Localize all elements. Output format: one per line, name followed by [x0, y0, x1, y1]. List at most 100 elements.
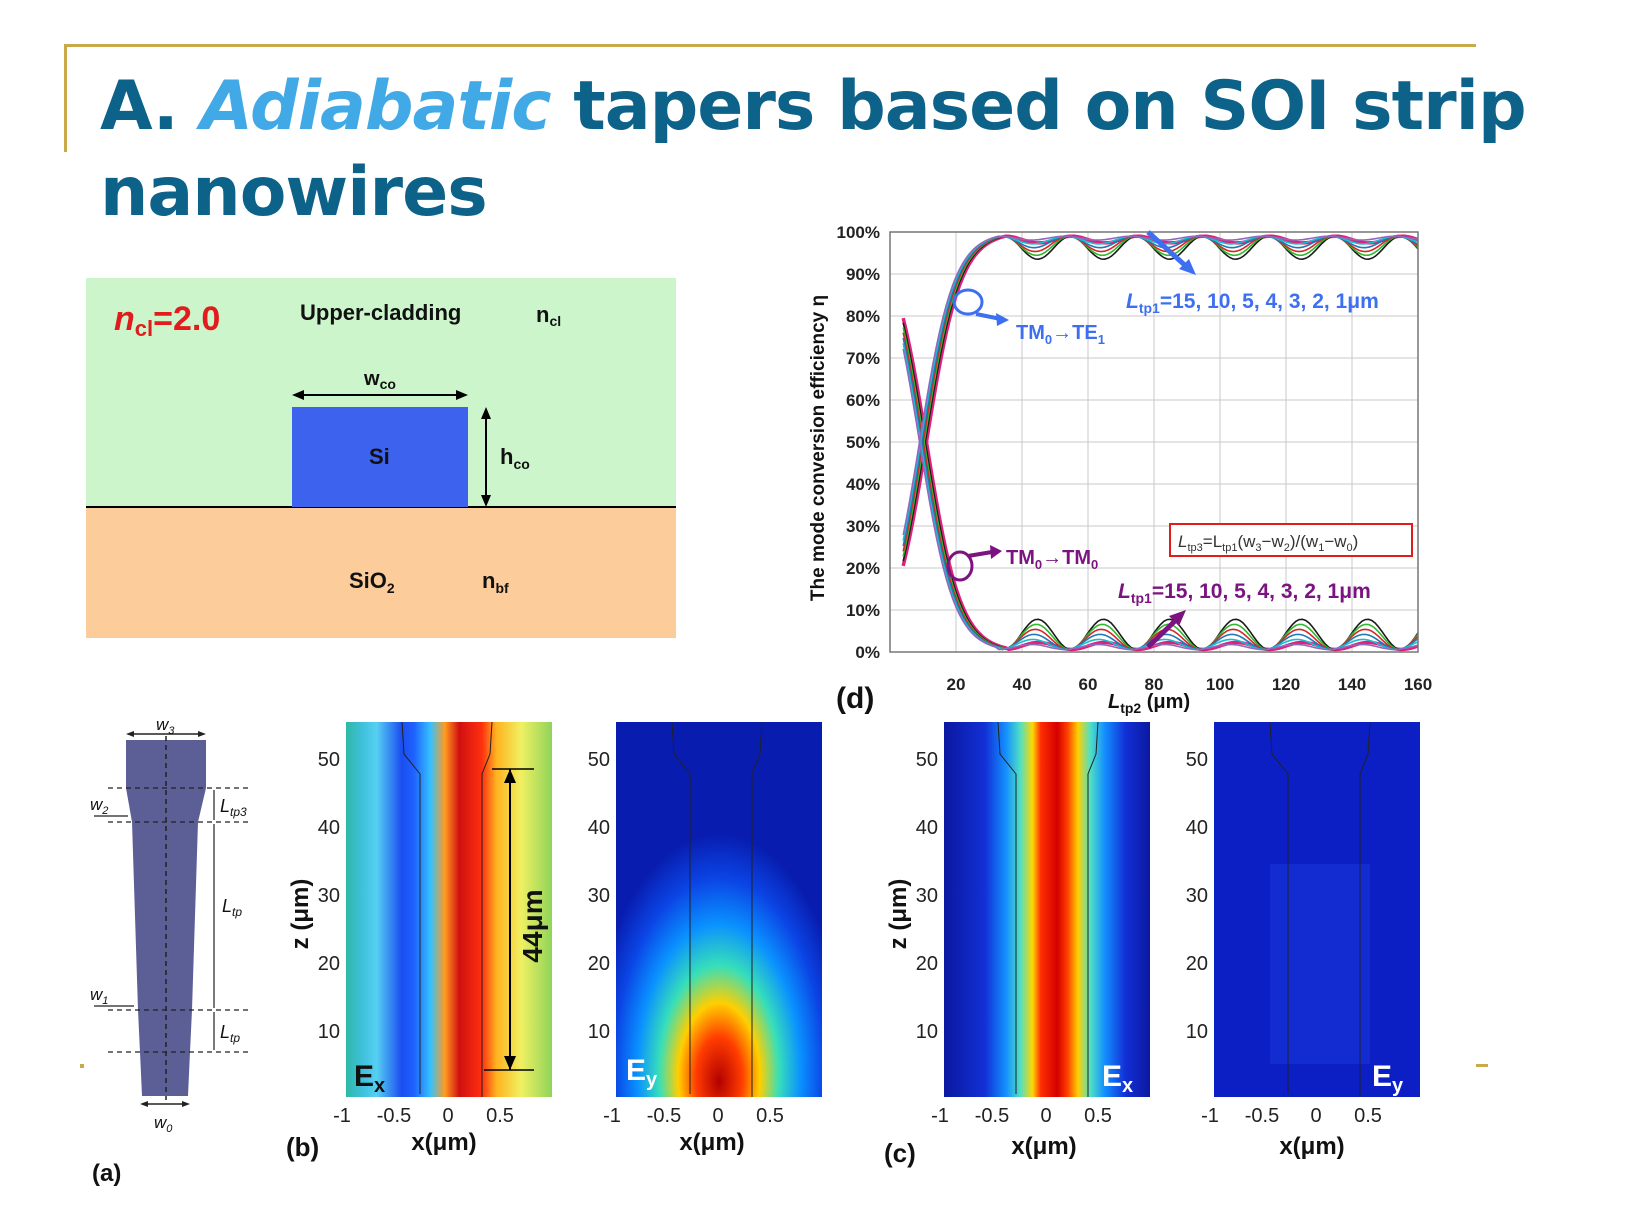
- b-ytick: 50: [318, 749, 340, 771]
- chart-ytick: 60%: [846, 391, 880, 410]
- chart-series-tm: [902, 343, 1419, 651]
- chart-ytick: 10%: [846, 601, 880, 620]
- c-ey-ytick: 50: [1186, 749, 1208, 771]
- te-mode-label: TM0→TE1: [1016, 322, 1105, 347]
- w0-label: w0: [154, 1113, 173, 1135]
- title-top-rule: [64, 44, 1476, 47]
- c-ey-xtick: -0.5: [1245, 1105, 1279, 1127]
- c-xtick: -0.5: [975, 1105, 1009, 1127]
- panel-b-ey-label: Ey: [626, 1054, 658, 1091]
- b-ey-xtick: -1: [603, 1105, 621, 1127]
- chart-series-te: [902, 235, 1419, 536]
- b-ey-xlabel: x(μm): [679, 1129, 744, 1156]
- b-ey-ytick: 30: [588, 885, 610, 907]
- c-ytick: 10: [916, 1021, 938, 1043]
- panel-c-ey-label: Ey: [1372, 1060, 1404, 1097]
- chart-xtick: 100: [1206, 675, 1234, 694]
- title-highlight: Adiabatic: [200, 67, 551, 146]
- slide-title: A. Adiabatic tapers based on SOI strip n…: [100, 64, 1550, 236]
- cross-section-diagram: ncl=2.0 Upper-cladding ncl wco Si hco Si…: [86, 278, 676, 638]
- chart-xtick: 140: [1338, 675, 1366, 694]
- wco-label: wco: [363, 368, 396, 392]
- panel-b-label: (b): [286, 1132, 319, 1162]
- w1-label: w1: [90, 985, 108, 1007]
- chart-xtick: 20: [947, 675, 966, 694]
- chart-ytick: 30%: [846, 517, 880, 536]
- substrate-label: SiO2: [349, 568, 395, 596]
- b-ey-xtick: 0: [712, 1105, 723, 1127]
- c-ey-xtick: 0.5: [1354, 1105, 1382, 1127]
- b-ytick: 20: [318, 953, 340, 975]
- b-xtick: 0.5: [486, 1105, 514, 1127]
- chart-ytick: 50%: [846, 433, 880, 452]
- c-ey-ytick: 10: [1186, 1021, 1208, 1043]
- chart-ytick: 20%: [846, 559, 880, 578]
- chart-ytick: 100%: [837, 223, 880, 242]
- chart-series-te: [902, 235, 1419, 552]
- b-xtick: -0.5: [377, 1105, 411, 1127]
- nbf-label: nbf: [482, 568, 509, 596]
- chart-ytick: 70%: [846, 349, 880, 368]
- taper-sketch: w3 w2 w1 w0 Ltp3 Ltp Ltp: [80, 712, 280, 1152]
- chart-xtick: 120: [1272, 675, 1300, 694]
- chart-y-label: The mode conversion efficiency η: [808, 295, 829, 601]
- chart-ytick: 0%: [855, 643, 880, 662]
- b-ey-ytick: 50: [588, 749, 610, 771]
- b-ey-ytick: 10: [588, 1021, 610, 1043]
- panel-c-label: (c): [884, 1138, 916, 1168]
- c-ytick: 30: [916, 885, 938, 907]
- chart-xtick: 40: [1013, 675, 1032, 694]
- ltp1-bottom-label: Ltp1=15, 10, 5, 4, 3, 2, 1μm: [1118, 580, 1371, 606]
- chart-series-te: [902, 235, 1419, 547]
- ltp3-label: Ltp3: [220, 796, 247, 819]
- title-rest: tapers based on SOI strip: [573, 67, 1526, 146]
- c-ytick: 40: [916, 817, 938, 839]
- c-ylabel: z (μm): [885, 879, 912, 950]
- ncl-symbol: ncl: [536, 302, 561, 329]
- chart-ytick: 40%: [846, 475, 880, 494]
- chart-series-te: [902, 235, 1419, 541]
- c-ey-ytick: 40: [1186, 817, 1208, 839]
- b-xtick: 0: [442, 1105, 453, 1127]
- chart-xtick: 80: [1145, 675, 1164, 694]
- chart-series-te: [901, 234, 1419, 567]
- right-slide-mark: [1476, 1064, 1488, 1067]
- b-ylabel: z (μm): [287, 879, 314, 950]
- chart-ytick: 90%: [846, 265, 880, 284]
- title-prefix: A.: [100, 67, 179, 146]
- panel-c-ex-label: Ex: [1102, 1060, 1133, 1097]
- c-xtick: 0.5: [1084, 1105, 1112, 1127]
- c-xtick: 0: [1040, 1105, 1051, 1127]
- chart-x-label: Ltp2 (μm): [1108, 691, 1190, 716]
- b-ytick: 40: [318, 817, 340, 839]
- chart-series-te: [902, 235, 1419, 557]
- b-ytick: 30: [318, 885, 340, 907]
- c-ey-xtick: -1: [1201, 1105, 1219, 1127]
- ltp1-top-label: Ltp1=15, 10, 5, 4, 3, 2, 1μm: [1126, 290, 1379, 316]
- c-ey-xlabel: x(μm): [1279, 1133, 1344, 1160]
- title-left-rule: [64, 44, 67, 152]
- efficiency-chart: 0% 10% 20% 30% 40% 50% 60% 70% 80% 90% 100% 20 40 60 8…: [796, 222, 1456, 742]
- title-line2: nanowires: [100, 153, 488, 232]
- b-ey-xtick: -0.5: [647, 1105, 681, 1127]
- core-label: Si: [369, 444, 390, 469]
- ltp-label-b: Ltp: [220, 1022, 240, 1045]
- w2-label: w2: [90, 795, 108, 817]
- c-ey-ytick: 30: [1186, 885, 1208, 907]
- panel-d-label: (d): [836, 682, 875, 715]
- b-ytick: 10: [318, 1021, 340, 1043]
- tm-mode-label: TM0→TM0: [1006, 547, 1098, 572]
- b-ey-ytick: 20: [588, 953, 610, 975]
- hco-label: hco: [500, 444, 530, 472]
- chart-series-te: [902, 235, 1419, 562]
- left-slide-mark: [80, 1064, 84, 1068]
- w3-label: w3: [156, 715, 175, 737]
- upper-cladding-label: Upper-cladding: [300, 300, 461, 325]
- chart-series-tm: [902, 348, 1419, 651]
- ltp-label-a: Ltp: [222, 896, 242, 919]
- c-ey-xtick: 0: [1310, 1105, 1321, 1127]
- field-maps: 44μm Ex Ey Ex Ey 50 40 30 20 10 50 40 30…: [280, 714, 1460, 1194]
- formula-box: Ltp3=Ltp1(w3−w2)/(w1−w0): [1178, 532, 1358, 554]
- c-xtick: -1: [931, 1105, 949, 1127]
- b-ey-ytick: 40: [588, 817, 610, 839]
